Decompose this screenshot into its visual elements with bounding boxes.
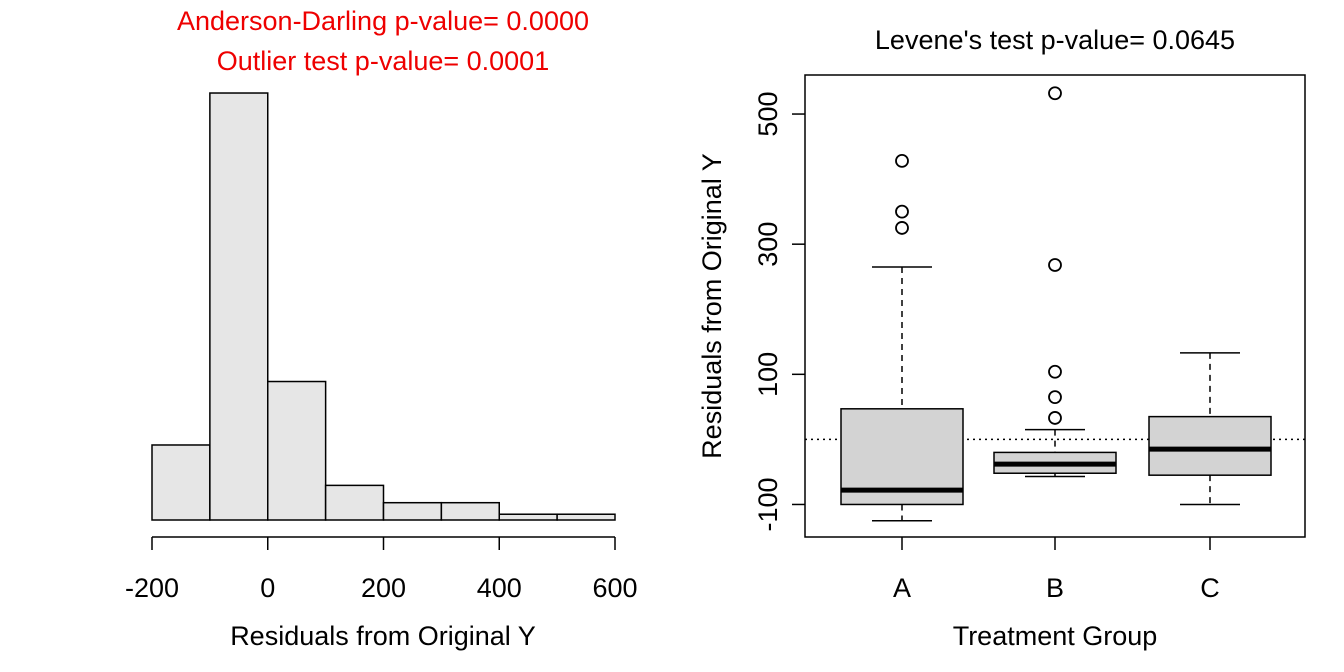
boxplot-x-tick-label: C <box>1200 573 1220 603</box>
boxplot-y-tick-label: -100 <box>753 477 783 531</box>
histogram-panel: Anderson-Darling p-value= 0.0000 Outlier… <box>125 6 638 651</box>
outlier-point <box>895 204 909 219</box>
boxplot-x-axis: A B C <box>893 537 1220 603</box>
outlier-point <box>1048 86 1062 101</box>
histogram-bars <box>151 92 616 521</box>
histogram-bar <box>267 380 327 521</box>
outlier-point <box>895 221 909 235</box>
histogram-title-line-1: Anderson-Darling p-value= 0.0000 <box>177 6 589 36</box>
histogram-x-tick-label: 400 <box>477 573 522 603</box>
histogram-x-tick-label: -200 <box>125 573 179 603</box>
histogram-bar <box>209 92 269 521</box>
outlier-point <box>1048 390 1062 404</box>
boxplot-y-tick-label: 500 <box>753 92 783 137</box>
boxplot-y-axis: -100 100 300 500 <box>753 92 805 531</box>
histogram-bar <box>556 513 616 521</box>
histogram-x-tick-label: 0 <box>260 573 275 603</box>
boxplot-group-c <box>1148 352 1272 506</box>
boxplot-y-tick-label: 100 <box>753 352 783 397</box>
interquartile-box <box>1148 415 1272 476</box>
outlier-point <box>895 153 909 168</box>
histogram-x-axis: -200 0 200 400 600 <box>125 536 638 603</box>
histogram-x-tick-label: 600 <box>592 573 637 603</box>
boxplot-title: Levene's test p-value= 0.0645 <box>875 25 1235 55</box>
histogram-bar <box>440 501 500 521</box>
boxplot-group-b <box>993 86 1117 478</box>
histogram-title-line-2: Outlier test p-value= 0.0001 <box>217 46 549 76</box>
boxplot-group-a <box>840 153 964 522</box>
histogram-bar <box>324 484 385 521</box>
boxplot-y-tick-label: 300 <box>753 222 783 267</box>
histogram-bar <box>151 444 211 521</box>
histogram-x-tick-label: 200 <box>361 573 406 603</box>
histogram-x-axis-title: Residuals from Original Y <box>230 621 536 651</box>
boxplot-x-tick-label: B <box>1046 573 1064 603</box>
boxplot-groups <box>840 86 1272 522</box>
outlier-point <box>1048 411 1062 425</box>
boxplot-y-axis-title: Residuals from Original Y <box>697 153 727 459</box>
boxplot-panel: Levene's test p-value= 0.0645 -100 100 300… <box>697 25 1306 651</box>
boxplot-x-tick-label: A <box>893 573 911 603</box>
histogram-bar <box>498 513 558 521</box>
outlier-point <box>1048 258 1062 272</box>
histogram-bar <box>382 501 443 521</box>
boxplot-x-axis-title: Treatment Group <box>953 621 1158 651</box>
outlier-point <box>1048 364 1062 379</box>
